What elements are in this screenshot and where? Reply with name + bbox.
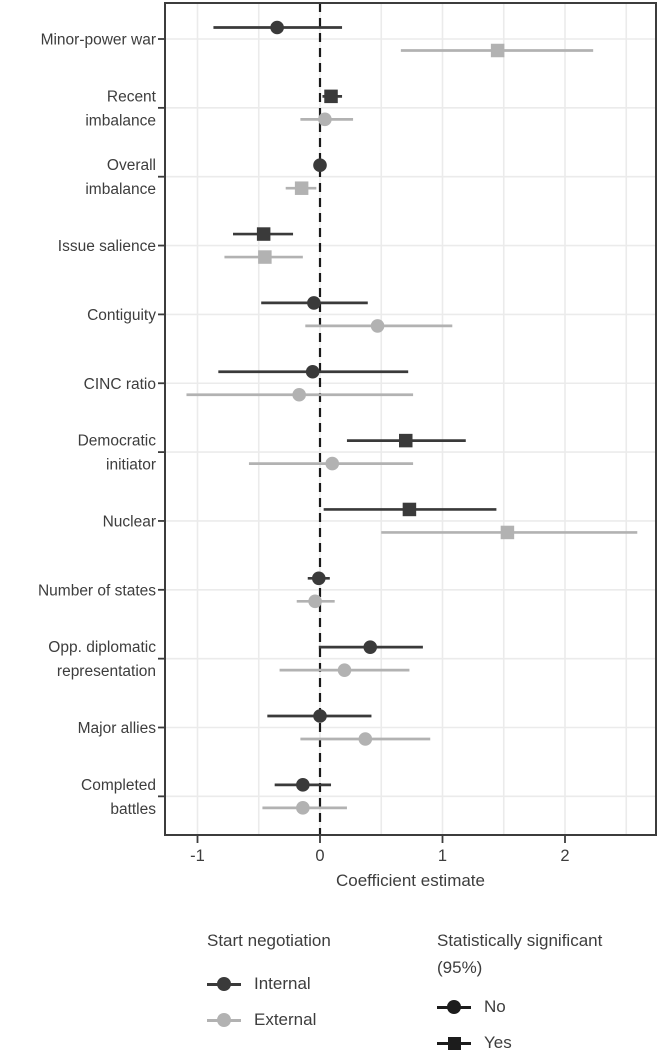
internal-circle-icon [217, 977, 231, 991]
y-axis-label: Democratic initiator [78, 433, 157, 474]
chart-canvas: -1 0 1 2 Minor-power war Recent imbalance Overa… [38, 2, 657, 890]
legend-label-yes: Yes [484, 1033, 512, 1052]
point-square-internal-7 [402, 502, 417, 517]
point-square-external-0 [490, 43, 505, 58]
not-significant-key-icon [437, 999, 471, 1015]
x-tick-label: 0 [315, 847, 324, 865]
y-axis-label: Completed battles [81, 777, 156, 818]
y-axis-label: Overall imbalance [85, 157, 156, 198]
legend-significance-title: Statistically significant (95%) [437, 931, 603, 977]
legend-label-external: External [254, 1010, 317, 1029]
external-key-icon [207, 1012, 241, 1028]
y-axis-label: CINC ratio [84, 376, 156, 393]
legend-item-not-significant: No [437, 996, 622, 1018]
point-circle-external-10 [358, 732, 373, 746]
significant-key-icon [437, 1035, 471, 1051]
legend-item-external: External [207, 1009, 331, 1031]
legend-item-significant: Yes [437, 1032, 622, 1054]
point-circle-internal-10 [313, 709, 327, 723]
internal-key-icon [207, 976, 241, 992]
point-square-external-2 [294, 181, 309, 195]
x-axis-title: Coefficient estimate [336, 871, 485, 890]
external-circle-icon [217, 1013, 231, 1027]
legend-statistical-significance: Statistically significant (95%) No Yes [437, 927, 622, 1062]
point-circle-external-11 [296, 801, 310, 815]
y-axis-label: Contiguity [87, 307, 156, 324]
legend-item-internal: Internal [207, 973, 331, 995]
y-axis-label: Number of states [38, 582, 156, 599]
x-tick-label: -1 [190, 847, 205, 865]
point-square-internal-3 [256, 227, 271, 241]
x-tick-label: 1 [438, 847, 447, 865]
point-circle-internal-5 [305, 364, 320, 379]
point-square-internal-6 [399, 433, 413, 448]
point-circle-external-9 [337, 663, 352, 677]
point-circle-internal-4 [307, 296, 321, 310]
y-axis-label: Major allies [78, 720, 157, 737]
y-axis-label: Recent imbalance [85, 88, 156, 129]
point-circle-external-6 [325, 456, 340, 471]
point-circle-external-8 [308, 594, 322, 609]
y-axis-label: Issue salience [58, 238, 156, 255]
legend-label-no: No [484, 997, 506, 1016]
point-circle-internal-9 [363, 640, 378, 654]
panel-border [164, 2, 657, 836]
point-circle-external-4 [370, 319, 385, 333]
point-circle-internal-0 [270, 20, 284, 35]
legend-start-negotiation-title: Start negotiation [207, 931, 331, 950]
y-axis-label: Nuclear [103, 513, 156, 530]
point-circle-external-5 [292, 387, 306, 402]
legend-label-internal: Internal [254, 974, 311, 993]
point-square-external-7 [500, 525, 515, 540]
legend-start-negotiation: Start negotiation Internal External [207, 927, 331, 1045]
x-tick-label: 2 [560, 847, 569, 865]
not-significant-circle-icon [447, 1000, 461, 1014]
point-square-internal-1 [324, 89, 338, 104]
point-square-external-3 [258, 250, 272, 264]
significant-square-icon [447, 1036, 461, 1050]
point-circle-internal-11 [296, 778, 310, 792]
point-circle-internal-8 [311, 571, 326, 586]
point-circle-external-1 [318, 112, 332, 127]
y-axis-label: Minor-power war [41, 32, 156, 49]
point-circle-internal-2 [313, 158, 327, 172]
y-axis-label: Opp. diplomatic representation [48, 639, 156, 680]
